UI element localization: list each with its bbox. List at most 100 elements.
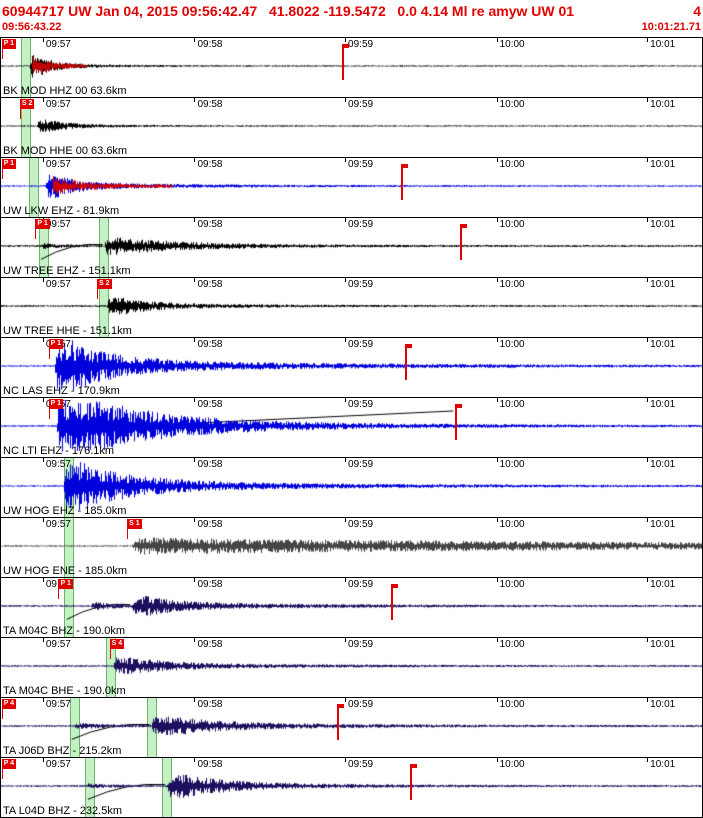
trace-panel-bk-mod-hhe[interactable]: 09:57 09:58 09:59 10:00 10:01 S 2 BK MOD HHE 0… (1, 97, 702, 157)
time-tick (42, 458, 44, 462)
phase-pick-flag[interactable]: P 4 (1, 699, 17, 719)
phase-pick-flag[interactable]: P 1 (48, 399, 64, 419)
phase-pick-flag[interactable]: P 1 (35, 219, 50, 239)
time-tick (647, 758, 649, 762)
time-tick-label: 10:01 (650, 759, 676, 770)
station-channel-label: UW TREE HHE - 151.1km (3, 325, 132, 337)
station-channel-label: TA J06D BHZ - 215.2km (3, 745, 122, 757)
time-tick (42, 338, 44, 342)
station-channel-label: UW HOG EHZ - 185.0km (3, 505, 127, 517)
waveform-canvas[interactable] (1, 398, 702, 457)
waveform-canvas[interactable] (1, 578, 702, 637)
trace-panel-uw-tree-hhe[interactable]: 09:57 09:58 09:59 10:00 10:01 S 2 UW TREE HHE … (1, 277, 702, 337)
time-tick-label: 10:00 (499, 759, 525, 770)
time-tick-label: 09:59 (348, 99, 374, 110)
time-tick-label: 10:00 (499, 399, 525, 410)
time-tick-label: 09:57 (45, 279, 71, 290)
time-tick (496, 758, 498, 762)
time-tick (496, 518, 498, 522)
time-tick-label: 09:57 (45, 639, 71, 650)
window-end-time: 10:01:21.71 (641, 21, 701, 33)
trace-panel-ta-m04c-bhz[interactable]: 09:57 09:58 09:59 10:00 10:01 P 1 TA M04C BHZ … (1, 577, 702, 637)
phase-pick-flag[interactable]: S 4 (109, 639, 125, 659)
time-tick (194, 98, 196, 102)
waveform-canvas[interactable] (1, 518, 702, 577)
time-tick (42, 578, 44, 582)
trace-panel-ta-l04d-bhz[interactable]: 09:57 09:58 09:59 10:00 10:01 P 4 TA L04D BHZ … (1, 757, 702, 817)
time-tick (647, 98, 649, 102)
time-tick (345, 518, 347, 522)
phase-pick-flag[interactable]: P 1 (1, 159, 17, 179)
time-tick (194, 458, 196, 462)
coda-duration-marker[interactable] (390, 584, 398, 620)
trace-panel-uw-hog-ehz[interactable]: 09:57 09:58 09:59 10:00 10:01 UW HOG EHZ - 18… (1, 457, 702, 517)
time-tick-label: 09:59 (348, 399, 374, 410)
phase-pick-flag[interactable]: P 4 (1, 759, 17, 779)
time-tick-label: 10:00 (499, 459, 525, 470)
time-tick-label: 09:57 (45, 519, 71, 530)
trace-panel-ta-m04c-bhe[interactable]: 09:57 09:58 09:59 10:00 10:01 S 4 TA M04C BHE … (1, 637, 702, 697)
waveform-canvas[interactable] (1, 758, 702, 817)
time-tick-label: 09:58 (197, 99, 223, 110)
waveform-canvas[interactable] (1, 458, 702, 517)
time-tick-label: 10:01 (650, 279, 676, 290)
waveform-canvas[interactable] (1, 218, 702, 277)
time-tick-label: 10:01 (650, 459, 676, 470)
trace-list: 09:57 09:58 09:59 10:00 10:01 P 1 BK MOD HHZ 0… (0, 37, 703, 818)
trace-panel-ta-j06d-bhz[interactable]: 09:57 09:58 09:59 10:00 10:01 P 4 TA J06D BHZ … (1, 697, 702, 757)
time-tick-label: 09:59 (348, 339, 374, 350)
time-tick (496, 458, 498, 462)
time-tick-label: 10:01 (650, 219, 676, 230)
phase-pick-flag[interactable]: S 1 (127, 519, 142, 539)
phase-pick-flag[interactable]: P 1 (58, 579, 73, 599)
time-tick (42, 638, 44, 642)
time-tick (647, 518, 649, 522)
waveform-canvas[interactable] (1, 98, 702, 157)
time-tick-label: 09:58 (197, 579, 223, 590)
time-tick-label: 09:58 (197, 519, 223, 530)
time-tick-label: 10:01 (650, 99, 676, 110)
coda-duration-marker[interactable] (341, 44, 349, 80)
time-tick (42, 758, 44, 762)
time-tick (345, 38, 347, 42)
time-tick-label: 09:57 (45, 699, 71, 710)
coda-duration-marker[interactable] (404, 344, 412, 380)
trace-panel-uw-lkw-ehz[interactable]: 09:57 09:58 09:59 10:00 10:01 P 1 UW LKW EHZ -… (1, 157, 702, 217)
waveform-canvas[interactable] (1, 278, 702, 337)
time-tick-label: 09:57 (45, 759, 71, 770)
coda-duration-marker[interactable] (460, 224, 468, 260)
time-tick (194, 218, 196, 222)
time-tick (194, 158, 196, 162)
coda-duration-marker[interactable] (455, 404, 463, 440)
time-tick (42, 158, 44, 162)
coda-duration-marker[interactable] (400, 164, 408, 200)
time-tick-label: 10:00 (499, 519, 525, 530)
trace-panel-uw-tree-ehz[interactable]: 09:57 09:58 09:59 10:00 10:01 P 1 UW TREE EHZ … (1, 217, 702, 277)
waveform-canvas[interactable] (1, 698, 702, 757)
trace-panel-bk-mod-hhz[interactable]: 09:57 09:58 09:59 10:00 10:01 P 1 BK MOD HHZ 0… (1, 37, 702, 97)
trace-panel-uw-hog-ene[interactable]: 09:57 09:58 09:59 10:00 10:01 S 1 UW HOG ENE -… (1, 517, 702, 577)
time-tick-label: 09:58 (197, 339, 223, 350)
time-tick (42, 278, 44, 282)
time-tick (647, 218, 649, 222)
time-tick-label: 10:00 (499, 279, 525, 290)
waveform-canvas[interactable] (1, 338, 702, 397)
time-tick-label: 10:00 (499, 99, 525, 110)
phase-pick-flag[interactable]: P 1 (1, 39, 17, 59)
phase-pick-flag[interactable]: P 1 (48, 339, 64, 359)
time-tick-label: 10:00 (499, 639, 525, 650)
time-tick (647, 458, 649, 462)
time-tick-label: 09:58 (197, 759, 223, 770)
time-tick-label: 09:59 (348, 639, 374, 650)
waveform-canvas[interactable] (1, 158, 702, 217)
coda-duration-marker[interactable] (336, 704, 344, 740)
time-tick (345, 758, 347, 762)
phase-pick-flag[interactable]: S 2 (97, 279, 112, 299)
coda-duration-marker[interactable] (410, 764, 418, 800)
waveform-canvas[interactable] (1, 38, 702, 97)
phase-pick-flag[interactable]: S 2 (19, 99, 35, 119)
time-tick-label: 10:00 (499, 159, 525, 170)
time-tick-label: 09:58 (197, 639, 223, 650)
